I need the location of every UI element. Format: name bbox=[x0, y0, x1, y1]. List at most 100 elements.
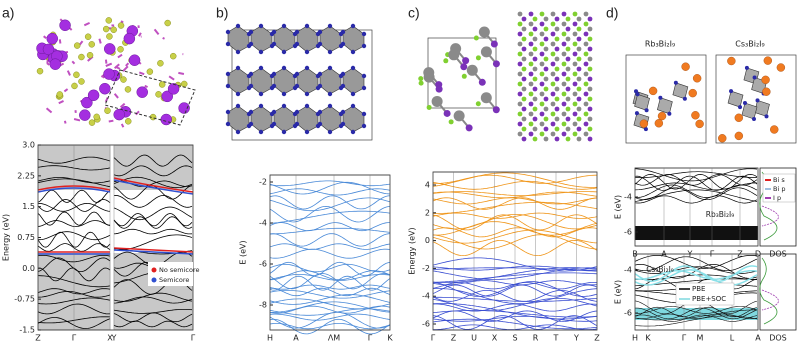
y-axis-label: E (eV) bbox=[614, 280, 623, 304]
atom bbox=[550, 111, 556, 117]
k-point-label: Γ bbox=[191, 334, 196, 343]
atom bbox=[583, 101, 589, 107]
atom bbox=[340, 83, 346, 89]
bond bbox=[58, 39, 62, 44]
atom bbox=[539, 21, 545, 27]
octahedron bbox=[727, 90, 744, 108]
bond bbox=[104, 106, 107, 109]
atom bbox=[576, 76, 582, 82]
atom bbox=[554, 16, 560, 22]
legend-label: No semicore bbox=[159, 266, 200, 274]
octahedron bbox=[741, 102, 758, 120]
band bbox=[269, 181, 391, 195]
atom bbox=[576, 116, 582, 122]
atom bbox=[492, 60, 500, 68]
band bbox=[634, 265, 758, 282]
band bbox=[113, 194, 193, 208]
atom bbox=[539, 81, 545, 87]
atom bbox=[327, 49, 333, 55]
atom bbox=[448, 119, 454, 125]
atom bbox=[565, 116, 571, 122]
bond bbox=[144, 84, 148, 89]
atom bbox=[543, 136, 549, 142]
octahedron bbox=[250, 67, 273, 95]
band bbox=[269, 323, 391, 330]
atom bbox=[104, 107, 111, 114]
atom bbox=[528, 31, 534, 37]
band bbox=[269, 305, 391, 314]
dos-label: DOS bbox=[769, 334, 787, 343]
atom bbox=[528, 41, 534, 47]
band bbox=[113, 165, 193, 177]
atom bbox=[576, 96, 582, 102]
bond bbox=[105, 62, 113, 68]
atom bbox=[490, 40, 498, 48]
y-tick-label: -6 bbox=[624, 309, 632, 318]
legend-marker bbox=[151, 267, 157, 273]
atom bbox=[543, 16, 549, 22]
atom bbox=[583, 61, 589, 67]
atom bbox=[583, 111, 589, 117]
atom bbox=[539, 51, 545, 57]
atom bbox=[761, 75, 770, 85]
atom bbox=[225, 71, 231, 77]
atom bbox=[565, 76, 571, 82]
atom bbox=[158, 81, 166, 88]
bond bbox=[162, 36, 165, 40]
atom bbox=[543, 116, 549, 122]
atom bbox=[576, 36, 582, 42]
atom bbox=[327, 65, 333, 71]
cell bbox=[715, 54, 797, 144]
octahedron bbox=[250, 105, 273, 133]
octahedron bbox=[273, 105, 296, 133]
cell bbox=[104, 69, 196, 126]
atom bbox=[543, 76, 549, 82]
k-point-label: T bbox=[553, 334, 559, 343]
atom bbox=[532, 66, 538, 72]
k-point-label: A bbox=[755, 334, 761, 343]
atom bbox=[576, 56, 582, 62]
atom bbox=[294, 29, 300, 35]
atom bbox=[658, 95, 663, 100]
atom bbox=[258, 23, 264, 29]
atom bbox=[86, 51, 94, 59]
atom bbox=[258, 65, 264, 71]
atom bbox=[554, 96, 560, 102]
atom bbox=[554, 106, 560, 112]
atom bbox=[124, 118, 132, 125]
atom bbox=[350, 103, 356, 109]
panel-label: a) bbox=[2, 5, 14, 21]
atom bbox=[572, 61, 578, 67]
y-tick-label: -6 bbox=[624, 228, 632, 237]
atom bbox=[461, 73, 467, 79]
atom bbox=[554, 36, 560, 42]
y-tick-label: -6 bbox=[422, 320, 430, 329]
atom bbox=[258, 49, 264, 55]
band bbox=[635, 184, 758, 198]
y-tick-label: -2 bbox=[422, 264, 430, 273]
legend-label: Semicore bbox=[159, 276, 189, 284]
atom bbox=[521, 26, 527, 32]
atom bbox=[644, 108, 649, 113]
atom bbox=[435, 81, 443, 89]
atom bbox=[565, 86, 571, 92]
atom bbox=[543, 26, 549, 32]
bond bbox=[120, 20, 124, 24]
y-tick-label: 3.0 bbox=[22, 141, 35, 150]
atom bbox=[729, 89, 734, 94]
atom bbox=[350, 23, 356, 29]
atom bbox=[734, 113, 744, 122]
atom bbox=[423, 67, 435, 79]
y-tick-label: 0.0 bbox=[22, 264, 35, 273]
atom bbox=[565, 16, 571, 22]
atom bbox=[350, 65, 356, 71]
compound-label: Rb₃Bi₂I₉ bbox=[706, 210, 734, 219]
band bbox=[113, 228, 193, 235]
atom bbox=[776, 63, 786, 72]
band bbox=[269, 210, 391, 224]
octahedron bbox=[227, 105, 250, 133]
atom bbox=[681, 62, 690, 71]
atom bbox=[565, 26, 571, 32]
atom bbox=[161, 90, 174, 103]
atom bbox=[561, 81, 567, 87]
